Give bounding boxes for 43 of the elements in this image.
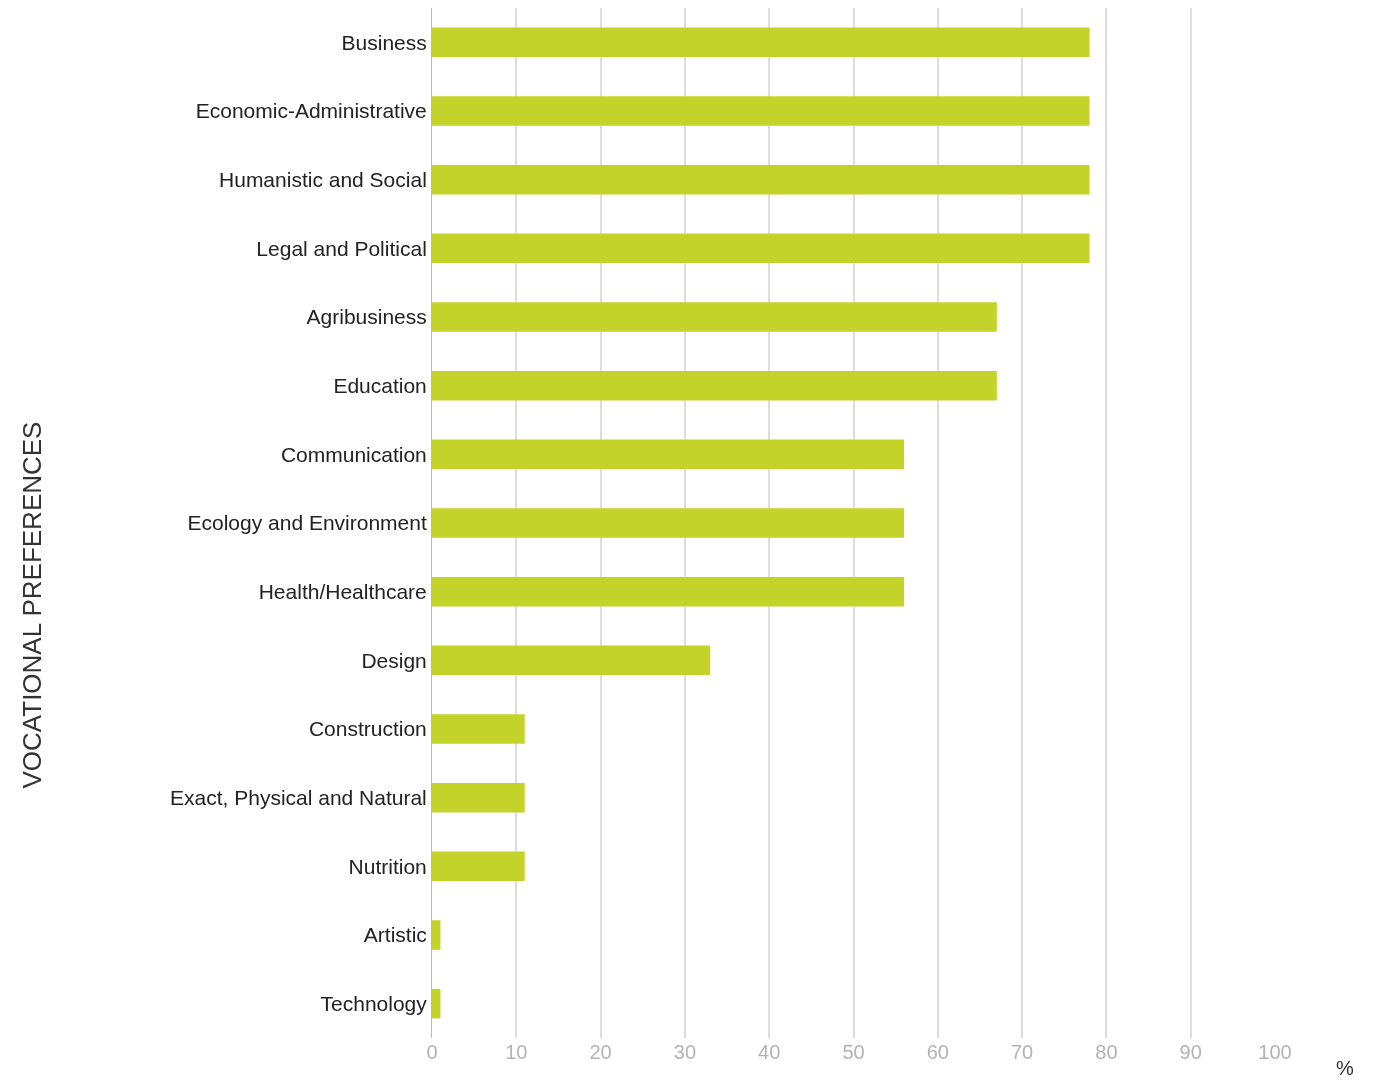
- y-tick-label: Legal and Political: [256, 236, 427, 260]
- x-tick-label: 20: [589, 1041, 612, 1063]
- bar: [432, 714, 525, 744]
- x-tick-label: 100: [1258, 1041, 1292, 1063]
- bar: [432, 576, 905, 607]
- x-axis-title: %: [1336, 1057, 1354, 1079]
- y-tick-label: Construction: [308, 717, 427, 741]
- x-tick-label: 90: [1179, 1041, 1202, 1063]
- bar: [432, 164, 1090, 195]
- bar: [432, 782, 525, 813]
- y-tick-label: Communication: [280, 442, 427, 466]
- bar: [432, 645, 711, 676]
- x-tick-label: 40: [758, 1041, 781, 1063]
- y-tick-label: Education: [333, 374, 427, 398]
- x-tick-label: 70: [1010, 1041, 1034, 1063]
- x-tick-label: 80: [1095, 1041, 1118, 1063]
- bar: [432, 96, 1090, 126]
- y-tick-label: Health/Healthcare: [258, 580, 427, 604]
- y-axis-title: VOCATIONAL PREFERENCES: [16, 421, 47, 789]
- y-tick-label: Design: [361, 648, 427, 672]
- bar: [432, 988, 441, 1019]
- y-tick-label: Business: [341, 30, 427, 54]
- bar: [432, 439, 905, 470]
- y-tick-label: Exact, Physical and Natural: [170, 786, 427, 810]
- x-tick-label: 0: [426, 1041, 438, 1063]
- bar: [432, 233, 1090, 264]
- y-tick-label: Ecology and Environment: [187, 511, 427, 535]
- bar: [432, 370, 997, 401]
- y-tick-label: Economic-Administrative: [195, 99, 427, 123]
- y-tick-label: Artistic: [363, 923, 427, 947]
- bar: [432, 27, 1090, 58]
- bar: [432, 302, 997, 332]
- x-tick-label: 60: [926, 1041, 949, 1063]
- x-tick-label: 10: [505, 1041, 528, 1063]
- y-tick-label: Nutrition: [348, 854, 427, 878]
- bar: [432, 920, 441, 950]
- x-tick-label: 50: [842, 1041, 865, 1063]
- bar: [432, 851, 525, 882]
- x-tick-label: 30: [673, 1041, 697, 1063]
- y-tick-label: Technology: [320, 992, 428, 1016]
- y-tick-label: Agribusiness: [306, 305, 427, 329]
- bar: [432, 508, 905, 538]
- y-tick-label: Humanistic and Social: [219, 168, 427, 192]
